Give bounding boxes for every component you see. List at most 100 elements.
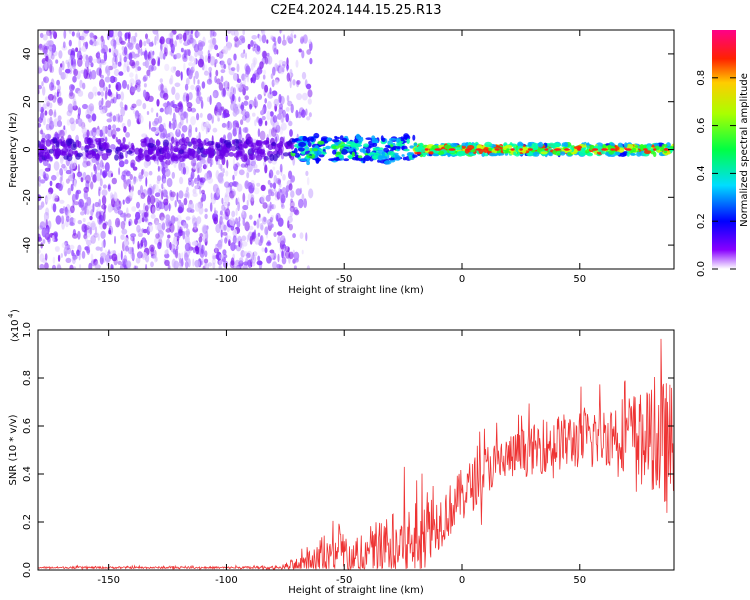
heatmap-cell [107, 127, 113, 137]
heatmap-cell [92, 127, 98, 133]
heatmap-cell [38, 67, 43, 74]
heatmap-cell [173, 260, 179, 269]
heatmap-cell [67, 103, 74, 113]
heatmap-cell [272, 182, 277, 189]
heatmap-cell [129, 174, 133, 180]
heatmap-cell [232, 235, 237, 245]
heatmap-cell [42, 116, 46, 126]
heatmap-cell [194, 57, 197, 66]
heatmap-cell [306, 160, 310, 166]
heatmap-cell [69, 54, 76, 61]
heatmap-cell [90, 253, 94, 262]
heatmap-cell [70, 183, 74, 192]
heatmap-cell [302, 136, 308, 142]
heatmap-cell [586, 152, 594, 157]
heatmap-cell [129, 189, 134, 199]
heatmap-cell [39, 253, 45, 263]
heatmap-cell [81, 250, 86, 259]
heatmap-cell [160, 83, 164, 92]
heatmap-cell [245, 52, 247, 60]
heatmap-cell [73, 218, 76, 224]
heatmap-cell [134, 62, 138, 69]
heatmap-cell [221, 122, 227, 128]
heatmap-cell [232, 127, 237, 137]
snr-xlabel: Height of straight line (km) [288, 585, 424, 596]
heatmap-cell [70, 161, 76, 170]
heatmap-cell [38, 249, 41, 254]
heatmap-cell [151, 58, 156, 66]
heatmap-cell [73, 179, 77, 188]
heatmap-cell [184, 230, 191, 236]
heatmap-cell [120, 40, 126, 45]
heatmap-cell [111, 63, 118, 69]
heatmap-cell [175, 35, 179, 40]
heatmap-cell [70, 58, 74, 66]
colorbar-tick-label: 0.4 [696, 165, 707, 181]
heatmap-cell [560, 151, 566, 156]
heatmap-cell [256, 69, 262, 76]
heatmap-cell [196, 138, 202, 144]
heatmap-cell [51, 234, 55, 242]
heatmap-cell [49, 82, 54, 91]
heatmap-cell [196, 217, 200, 227]
heatmap-cell [272, 115, 278, 123]
y-tick-label: 0.0 [22, 562, 33, 578]
heatmap-cell [185, 77, 190, 86]
heatmap-cell [400, 138, 405, 142]
heatmap-cell [178, 161, 182, 171]
heatmap-cell [264, 84, 269, 93]
heatmap-cell [275, 124, 281, 133]
heatmap-cell [178, 121, 182, 129]
heatmap-cell [63, 206, 66, 211]
heatmap-cell [117, 30, 123, 38]
heatmap-cell [65, 68, 71, 74]
heatmap-cell [212, 183, 219, 193]
heatmap-cell [70, 84, 75, 90]
heatmap-cell [75, 139, 80, 148]
heatmap-cell [210, 197, 216, 205]
heatmap-cell [94, 201, 100, 208]
heatmap-cell [289, 79, 292, 89]
heatmap-cell [90, 181, 94, 190]
heatmap-cell [196, 90, 202, 97]
heatmap-cell [38, 205, 43, 210]
heatmap-cell [280, 122, 287, 131]
heatmap-cell [192, 258, 195, 267]
heatmap-cell [189, 55, 195, 63]
heatmap-cell [594, 151, 597, 155]
heatmap-cell [624, 142, 628, 148]
heatmap-cell [155, 146, 160, 154]
heatmap-cell [167, 133, 171, 138]
heatmap-cell [41, 59, 46, 64]
heatmap-cell [269, 34, 274, 41]
heatmap-cell [163, 46, 167, 55]
heatmap-peak [424, 148, 429, 151]
heatmap-cell [399, 143, 403, 147]
heatmap-cell [224, 194, 230, 204]
heatmap-cell [298, 107, 305, 116]
heatmap-cell [84, 145, 91, 149]
heatmap-cell [278, 103, 283, 110]
heatmap-cell [278, 107, 284, 115]
heatmap-cell [119, 36, 123, 42]
heatmap-cell [211, 116, 214, 124]
heatmap-cell [257, 255, 261, 262]
heatmap-cell [165, 218, 172, 227]
heatmap-cell [140, 192, 146, 199]
heatmap-cell [49, 31, 53, 40]
heatmap-cell [69, 244, 75, 250]
heatmap-cell [444, 144, 452, 150]
heatmap-cell [85, 114, 91, 119]
heatmap-cell [73, 266, 77, 269]
heatmap-cell [90, 172, 93, 178]
heatmap-cell [98, 188, 101, 197]
heatmap-cell [171, 171, 175, 179]
heatmap-cell [286, 57, 289, 67]
heatmap-cell [297, 147, 305, 152]
heatmap-cell [223, 63, 227, 70]
heatmap-cell [75, 118, 79, 125]
heatmap-cell [251, 73, 257, 84]
heatmap-cell [217, 242, 223, 250]
heatmap-cell [78, 252, 81, 261]
heatmap-cell [273, 231, 277, 237]
